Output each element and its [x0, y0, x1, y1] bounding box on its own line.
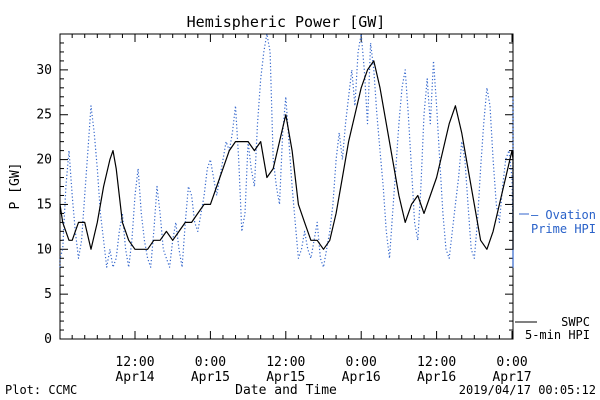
x-tick-date-label: Apr15 [266, 370, 305, 385]
y-axis-label: P [GW] [8, 163, 23, 210]
plot-source-label: Plot: CCMC [5, 383, 77, 397]
legend-ovation-line2: Prime HPI [531, 222, 596, 236]
x-axis-label: Date and Time [235, 383, 337, 398]
legend-ovation: — Ovation Prime HPI [531, 208, 596, 236]
y-tick-label: 10 [36, 242, 52, 257]
legend-ovation-line1: — Ovation [531, 208, 596, 222]
x-tick-date-label: Apr17 [492, 370, 531, 385]
x-tick-date-label: Apr15 [191, 370, 230, 385]
y-tick-label: 0 [44, 332, 52, 347]
x-tick-time-label: 12:00 [115, 355, 154, 370]
series-swpc-5min-hpi [59, 60, 514, 250]
y-tick-label: 5 [44, 287, 52, 302]
x-tick-date-label: Apr16 [342, 370, 381, 385]
x-tick-time-label: 0:00 [195, 355, 226, 370]
x-tick-time-label: 12:00 [417, 355, 456, 370]
tick-layer: 05101520253012:00Apr140:00Apr1512:00Apr1… [36, 33, 532, 385]
x-tick-time-label: 0:00 [496, 355, 527, 370]
legend-swpc-line1: SWPC [561, 315, 590, 329]
legend-swpc-line2: 5-min HPI [525, 328, 590, 342]
y-tick-label: 25 [36, 108, 52, 123]
x-tick-time-label: 0:00 [346, 355, 377, 370]
x-tick-date-label: Apr14 [115, 370, 154, 385]
series-ovation-prime-hpi [59, 33, 514, 268]
y-tick-label: 20 [36, 153, 52, 168]
timestamp-label: 2019/04/17 00:05:12 [459, 383, 596, 397]
y-tick-label: 30 [36, 63, 52, 78]
plot-frame [59, 33, 514, 340]
y-tick-label: 15 [36, 197, 52, 212]
x-tick-date-label: Apr16 [417, 370, 456, 385]
chart-title: Hemispheric Power [GW] [187, 13, 386, 31]
series-layer [59, 33, 529, 268]
x-tick-time-label: 12:00 [266, 355, 305, 370]
legend-swpc: SWPC 5-min HPI [515, 315, 590, 342]
